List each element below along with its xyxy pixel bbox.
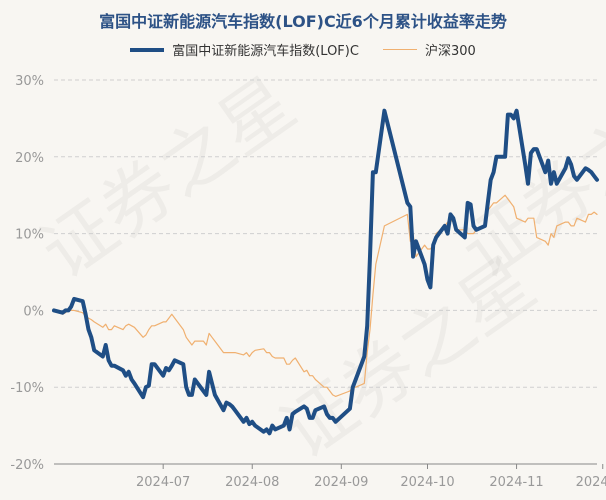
series-line-index — [53, 194, 598, 397]
y-tick-label: 20% — [15, 151, 44, 166]
x-tick-label: 2024-08 — [225, 475, 279, 490]
x-tick-label: 2024-11 — [489, 475, 543, 490]
y-tick-label: 30% — [15, 74, 44, 89]
x-tick-label: 2024-07 — [136, 475, 190, 490]
x-tick-label: 2024-12 — [576, 475, 606, 490]
series-line-fund — [52, 108, 599, 436]
y-tick-label: -20% — [10, 458, 44, 473]
chart-title: 富国中证新能源汽车指数(LOF)C近6个月累计收益率走势 — [99, 12, 507, 31]
legend-swatch-index — [382, 49, 417, 50]
y-tick-label: 10% — [15, 228, 44, 243]
legend-item-fund[interactable]: 富国中证新能源汽车指数(LOF)C — [130, 40, 359, 59]
legend-item-index[interactable]: 沪深300 — [382, 40, 476, 59]
y-tick-label: 0% — [23, 304, 44, 319]
legend: 富国中证新能源汽车指数(LOF)C 沪深300 — [0, 40, 606, 59]
y-tick-label: -10% — [10, 381, 44, 396]
legend-swatch-fund — [130, 47, 165, 52]
x-tick-label: 2024-10 — [400, 475, 454, 490]
legend-label-fund: 富国中证新能源汽车指数(LOF)C — [172, 44, 359, 59]
legend-label-index: 沪深300 — [424, 44, 476, 59]
x-tick-label: 2024-09 — [314, 475, 368, 490]
